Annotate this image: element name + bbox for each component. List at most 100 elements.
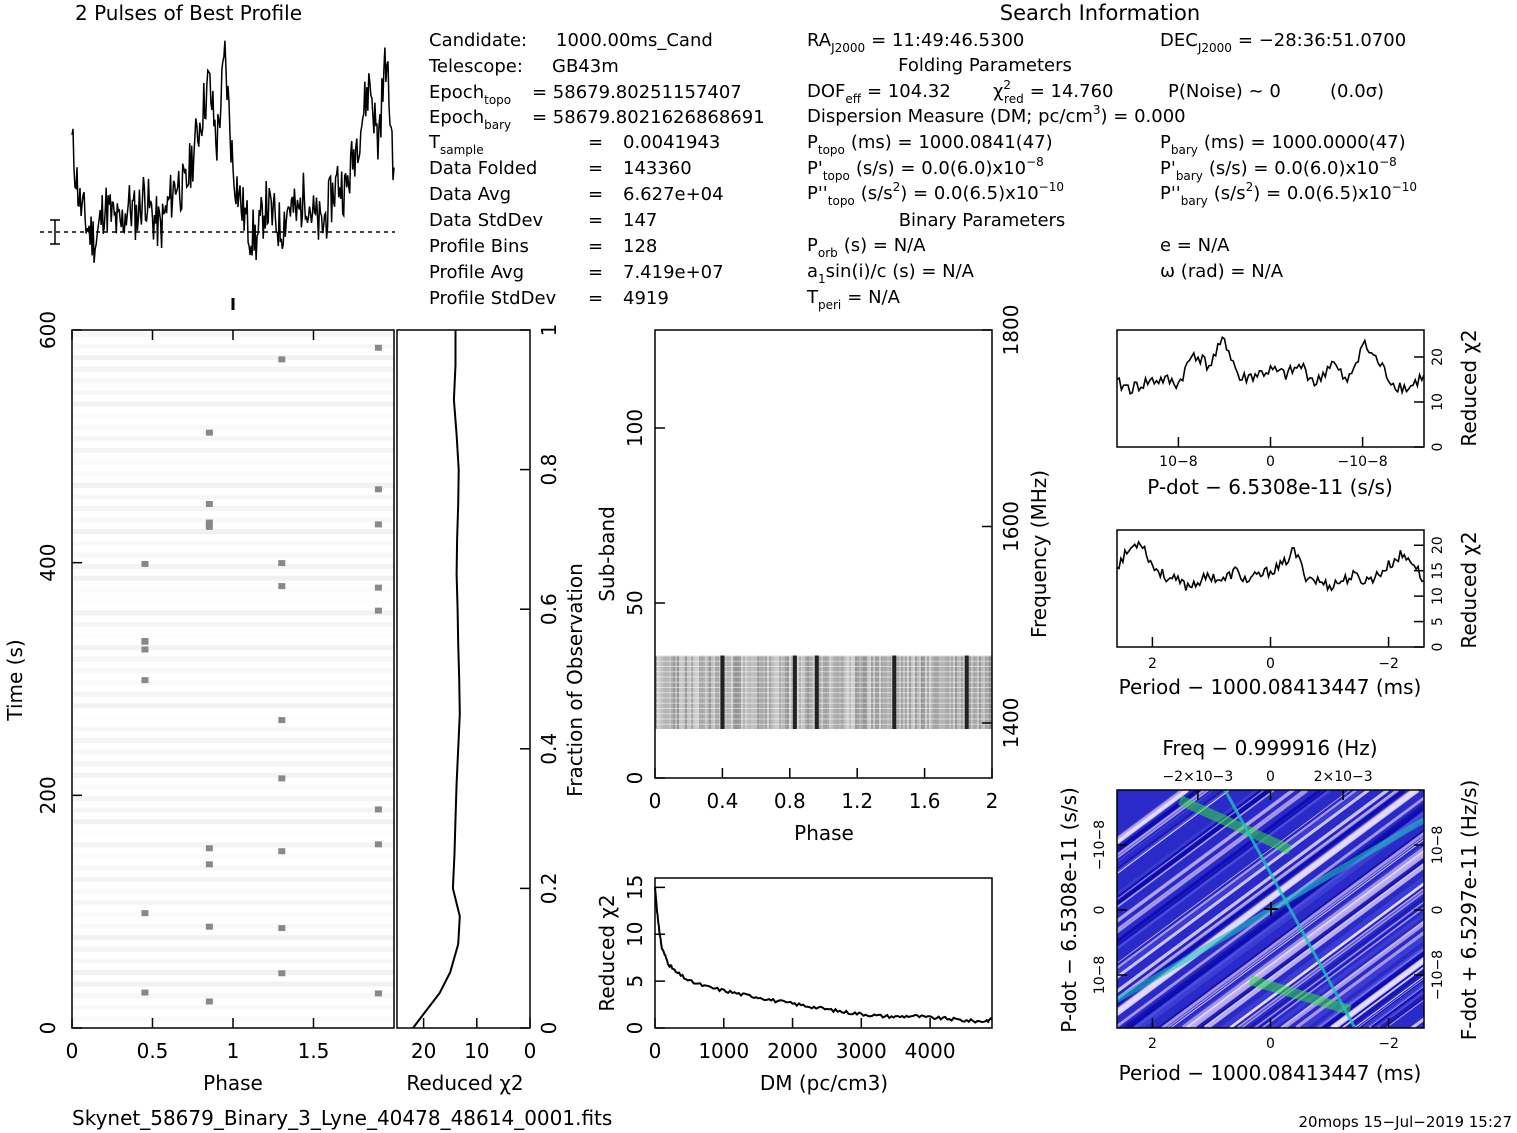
profile-stddev-eq: = <box>588 288 603 309</box>
ppdot-stripes <box>1117 790 1424 1028</box>
time-phase-pixel <box>374 486 382 493</box>
pdot-xlabel: P-dot − 6.5308e-11 (s/s) <box>1147 475 1393 499</box>
profile-avg-eq: = <box>588 262 603 283</box>
data-avg-label: Data Avg <box>429 184 511 205</box>
ppdot-y-ticks: 10−8 0 −10−8 <box>1092 820 1127 994</box>
chi-fraction-xtick-label: 10 <box>464 1039 489 1063</box>
ppdot-stripe <box>1261 906 1424 1028</box>
dm-y-ticks: 0 5 10 15 <box>623 875 665 1034</box>
time-phase-row <box>73 401 393 407</box>
ppdot-stripe <box>1117 790 1259 897</box>
ppdot-stripe <box>1117 790 1266 902</box>
pdot-topo: P'topo (s/s) = 0.0(6.0)x10−8 <box>807 155 1044 183</box>
time-phase-pixel <box>278 583 286 590</box>
subband-ytick-label: 100 <box>623 409 647 447</box>
dm-ytick-label: 5 <box>623 975 647 988</box>
footer-filename: Skynet_58679_Binary_3_Lyne_40478_48614_0… <box>72 1106 612 1130</box>
omega: ω (rad) = N/A <box>1160 261 1284 282</box>
time-phase-row <box>73 610 393 616</box>
profile-stddev-label: Profile StdDev <box>429 288 557 309</box>
pddot-bary: P''bary (s/s2) = 0.0(6.5)x10−10 <box>1160 180 1417 208</box>
subband-row-gap <box>655 702 992 704</box>
ppdot-stripe <box>1166 835 1424 1028</box>
dm-panel: 0 1000 2000 3000 4000 0 5 10 15 DM (pc/cm3) Red… <box>595 875 993 1095</box>
time-phase-ytick-label: 200 <box>36 776 60 814</box>
subband-row-gap <box>655 708 992 709</box>
subband-xtick-label: 0.4 <box>706 789 738 813</box>
ppdot-stripe <box>1117 790 1412 1010</box>
tsample-value: 0.0041943 <box>623 132 720 153</box>
time-phase-row <box>73 355 393 361</box>
dm-xtick-label: 0 <box>649 1039 662 1063</box>
time-phase-pixel <box>374 521 382 528</box>
time-phase-row <box>73 912 393 917</box>
time-phase-pixel <box>205 523 213 530</box>
ppdot-stripe <box>1117 790 1225 872</box>
time-phase-row <box>73 784 393 790</box>
pddot-topo: P''topo (s/s2) = 0.0(6.5)x10−10 <box>807 180 1064 208</box>
folding-parameters-header: Folding Parameters <box>898 55 1072 76</box>
subband-row-gap <box>655 718 992 720</box>
ppdot-xlabel: Period − 1000.08413447 (ms) <box>1119 1061 1422 1085</box>
ppdot-stripe <box>1348 970 1424 1028</box>
ppdot-stripe <box>1161 831 1424 1028</box>
subband-row-gap <box>655 697 992 699</box>
chi-fraction-y-ticks: 0 0.2 0.4 0.6 0.8 1 <box>520 324 561 1034</box>
time-phase-row <box>73 482 393 488</box>
ppdot-ytick-label: −10−8 <box>1092 820 1108 870</box>
time-phase-row <box>73 970 393 975</box>
eccentricity: e = N/A <box>1160 235 1230 256</box>
epoch-bary-value: = 58679.8021626868691 <box>532 107 765 128</box>
pdot-bary: P'bary (s/s) = 0.0(6.0)x10−8 <box>1160 155 1397 183</box>
subband-frame <box>654 329 993 779</box>
time-phase-row <box>73 668 393 674</box>
profile-avg-label: Profile Avg <box>429 262 524 283</box>
binary-parameters-header: Binary Parameters <box>899 210 1066 231</box>
dof-label: DOFeff = 104.32 <box>807 81 951 106</box>
time-phase-xtick-label: 1 <box>227 1039 240 1063</box>
time-phase-row <box>73 413 393 419</box>
time-phase-row <box>73 378 393 384</box>
subband-y2label: Frequency (MHz) <box>1027 470 1051 638</box>
dm-info: Dispersion Measure (DM; pc/cm3) = 0.000 <box>807 103 1186 127</box>
subband-row-gap <box>655 655 992 657</box>
subband-xtick-label: 1.2 <box>841 789 873 813</box>
ppdot-stripe <box>1117 790 1228 874</box>
time-phase-row <box>73 448 393 453</box>
subband-y2tick-label: 1400 <box>999 698 1023 749</box>
subband-ytick-label: 0 <box>623 772 647 785</box>
time-phase-xtick-label: 0 <box>66 1039 79 1063</box>
time-phase-row <box>73 459 393 465</box>
data-folded-value: 143360 <box>623 158 692 179</box>
time-phase-pixel <box>141 677 149 684</box>
time-phase-pixel <box>374 990 382 997</box>
subband-column <box>993 656 995 730</box>
time-phase-row <box>73 552 393 558</box>
subband-dark-column <box>964 655 969 729</box>
ppdot-stripe <box>1117 790 1364 975</box>
tsample-eq: = <box>588 132 603 153</box>
time-phase-pixel <box>141 910 149 917</box>
profile-curve <box>71 40 395 263</box>
time-phase-pixel <box>141 646 149 653</box>
data-stddev-value: 147 <box>623 210 657 231</box>
pdot-ytick-label: 0 <box>1430 443 1446 452</box>
subband-row-gap <box>655 676 992 678</box>
ppdot-ytick-label: 0 <box>1092 906 1108 915</box>
time-phase-row <box>73 343 393 349</box>
ppdot-stripe <box>1117 790 1355 968</box>
dm-xtick-label: 4000 <box>905 1039 956 1063</box>
time-phase-ytick-label: 600 <box>36 311 60 349</box>
period-y-ticks: 0 5 10 15 20 <box>1414 536 1446 651</box>
period-xtick-label: 2 <box>1148 656 1157 672</box>
chi-fraction-xtick-label: 20 <box>411 1039 436 1063</box>
ppdot-stripe <box>1249 896 1424 1028</box>
dm-ylabel: Reduced χ2 <box>595 894 619 1011</box>
subband-row-gap <box>655 713 992 715</box>
subband-y2tick-label: 1800 <box>999 305 1023 356</box>
time-phase-pixel <box>278 925 286 932</box>
subband-row-gap <box>655 660 992 662</box>
time-phase-row <box>73 656 393 662</box>
period-ytick-label: 20 <box>1430 536 1446 554</box>
